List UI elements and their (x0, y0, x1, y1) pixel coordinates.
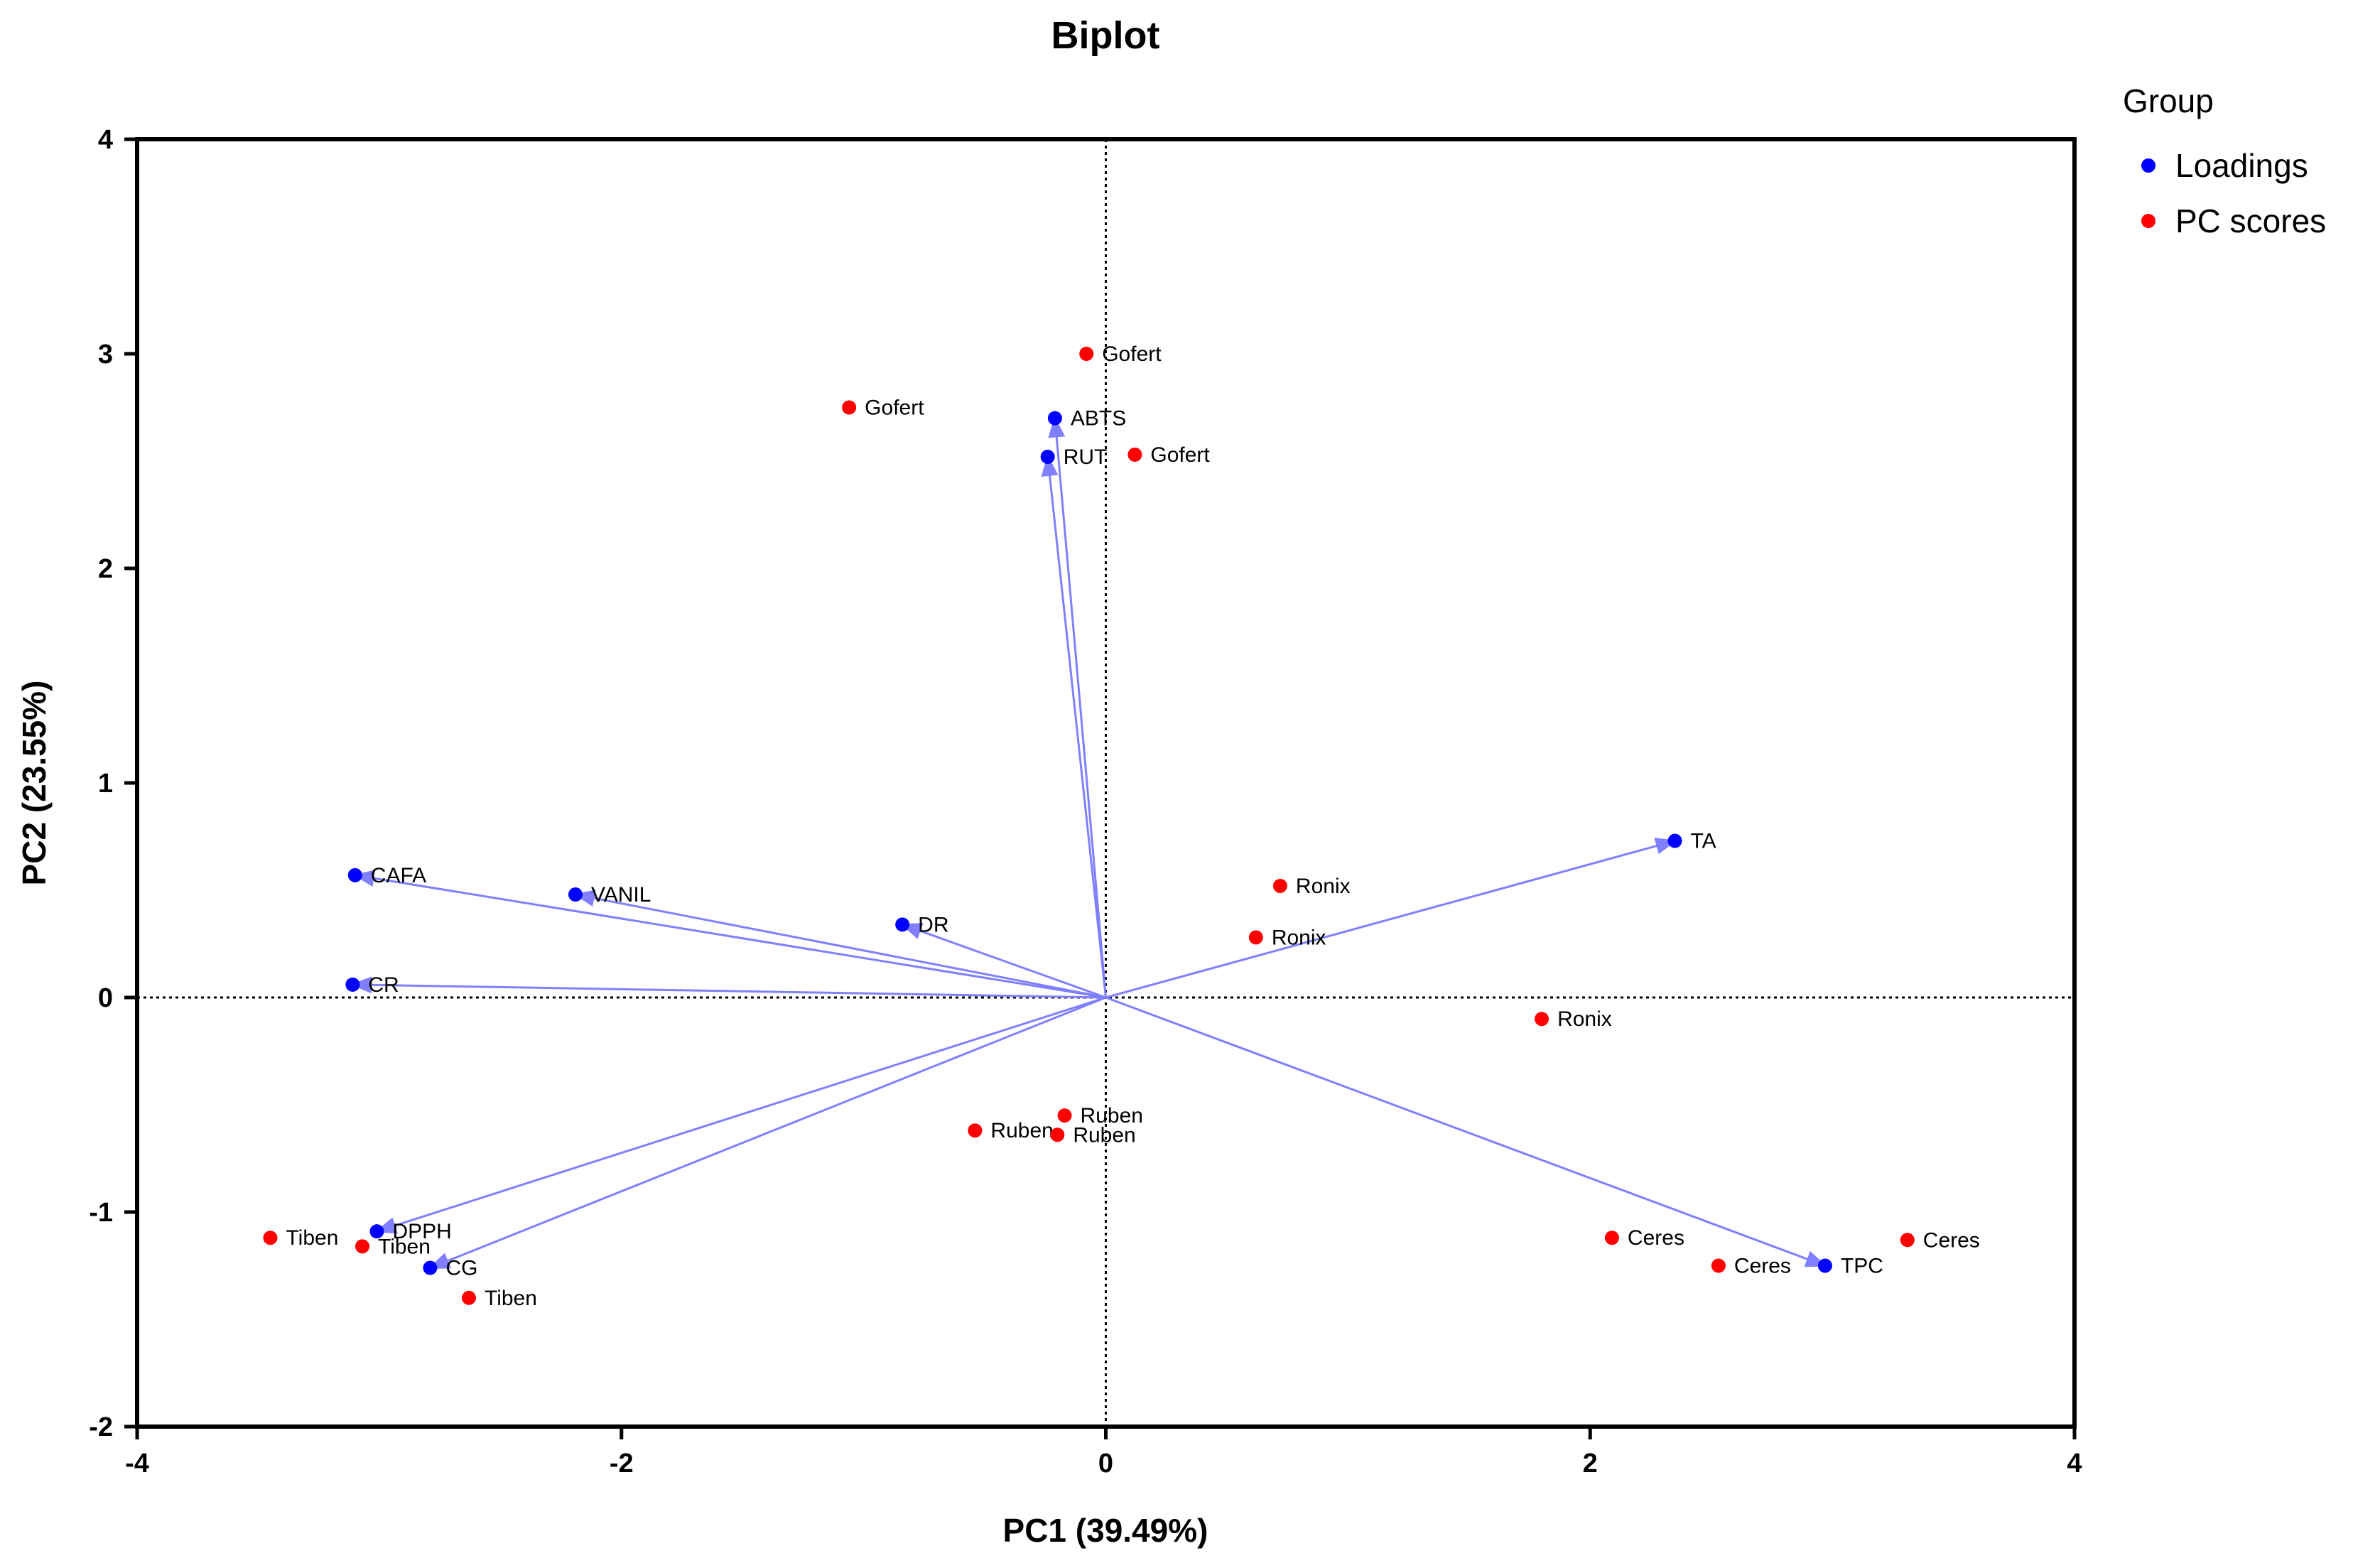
legend-label-loadings: Loadings (2175, 147, 2308, 184)
loadings-label-rut-1: RUT (1064, 445, 1108, 469)
pc-scores-point-tiben-9 (263, 1231, 278, 1245)
pc-scores-label-ronix-4: Ronix (1272, 926, 1326, 949)
pc-scores-point-ronix-3 (1272, 878, 1287, 893)
pc-scores-point-ruben-8 (1050, 1128, 1065, 1142)
x-axis: -4 -2 0 2 4 (125, 1427, 2082, 1478)
loadings-point-vanil-4 (568, 887, 583, 902)
pc-scores-label-gofert-0: Gofert (1102, 342, 1162, 366)
y-axis-title: PC2 (23.55%) (16, 681, 53, 886)
pc-scores-point-gofert-1 (842, 400, 857, 415)
pc-scores-point-ronix-5 (1535, 1012, 1549, 1027)
chart-title: Biplot (1051, 14, 1160, 57)
y-tick-label: -1 (89, 1198, 113, 1228)
pc-scores-label-gofert-1: Gofert (865, 396, 924, 420)
loading-arrow-cr (350, 976, 1106, 999)
pc-scores-label-ronix-3: Ronix (1296, 875, 1351, 898)
loading-arrow-dpph (374, 996, 1106, 1234)
x-tick-label: 0 (1098, 1449, 1113, 1478)
plot-area: ABTS RUT TA CAFA VANIL DR CR DPPH CG TPC Gofert Gof… (137, 139, 2075, 1427)
loadings-point-rut-1 (1040, 449, 1055, 464)
pc-scores-label-ceres-14: Ceres (1734, 1255, 1791, 1278)
loadings-point-cafa-3 (347, 867, 362, 882)
y-tick-label: 2 (98, 554, 113, 584)
legend-marker-loadings (2141, 158, 2155, 173)
pc-scores-label-ruben-7: Ruben (990, 1119, 1053, 1142)
x-axis-title: PC1 (39.49%) (1003, 1512, 1208, 1549)
loadings-label-ta-2: TA (1691, 830, 1716, 853)
pc-scores-point-tiben-11 (461, 1290, 476, 1305)
y-tick-label: 1 (98, 769, 113, 799)
pc-scores-label-ronix-5: Ronix (1557, 1007, 1612, 1031)
legend-marker-pc-scores (2141, 214, 2155, 228)
loadings-point-cr-6 (345, 977, 360, 992)
pc-scores-point-gofert-2 (1127, 447, 1142, 462)
x-tick-label: 4 (2067, 1449, 2082, 1478)
loading-arrow-ta (1105, 838, 1677, 999)
loadings-label-cafa-3: CAFA (371, 864, 426, 887)
loadings-label-cr-6: CR (368, 973, 399, 997)
x-tick-label: -4 (125, 1449, 149, 1478)
legend-title: Group (2123, 82, 2214, 119)
loading-arrow-cafa (352, 870, 1106, 999)
pc-scores-point-ceres-14 (1711, 1258, 1726, 1273)
y-tick-label: 3 (98, 340, 113, 369)
pc-scores-point-ceres-13 (1900, 1233, 1915, 1248)
pc-scores-label-gofert-2: Gofert (1150, 443, 1210, 467)
loadings-point-abts-0 (1047, 411, 1062, 426)
loadings-point-ta-2 (1667, 833, 1682, 848)
pc-scores-point-gofert-0 (1079, 347, 1094, 361)
y-tick-label: -2 (89, 1412, 113, 1442)
loadings-point-dr-5 (895, 917, 910, 932)
loadings-label-cg-8: CG (445, 1257, 477, 1280)
loading-arrow-dr (900, 923, 1107, 999)
pc-scores-point-ruben-6 (1057, 1108, 1072, 1123)
pc-scores-point-tiben-10 (355, 1239, 370, 1254)
x-tick-label: 2 (1583, 1449, 1598, 1478)
y-tick-label: 0 (98, 983, 113, 1013)
loading-arrow-vanil (573, 890, 1106, 999)
loading-arrow-abts (1048, 416, 1107, 998)
loadings-point-cg-8 (423, 1260, 438, 1275)
legend: Group Loadings PC scores (2123, 82, 2326, 239)
loading-arrow-tpc (1105, 996, 1827, 1267)
pc-scores-label-tiben-10: Tiben (378, 1235, 431, 1258)
legend-label-pc-scores: PC scores (2175, 202, 2326, 239)
pc-scores-label-ruben-6: Ruben (1081, 1104, 1143, 1128)
pc-scores-point-ronix-4 (1248, 930, 1263, 945)
loadings-point-tpc-9 (1817, 1258, 1832, 1273)
y-tick-label: 4 (98, 125, 113, 155)
pc-scores-label-tiben-11: Tiben (485, 1287, 537, 1310)
loading-arrow-cg (428, 996, 1107, 1269)
loadings-label-tpc-9: TPC (1841, 1255, 1883, 1278)
loadings-label-dr-5: DR (918, 913, 948, 936)
loadings-label-dpph-7: DPPH (392, 1220, 451, 1243)
pc-scores-point-ceres-12 (1604, 1231, 1619, 1245)
loading-arrow-rut (1041, 454, 1107, 998)
pc-scores-point-ruben-7 (968, 1123, 983, 1138)
loadings-label-vanil-4: VANIL (591, 883, 651, 907)
loadings-label-abts-0: ABTS (1071, 407, 1126, 431)
pc-scores-label-ceres-12: Ceres (1628, 1226, 1684, 1250)
pc-scores-label-ruben-8: Ruben (1073, 1123, 1135, 1147)
pc-scores-label-tiben-9: Tiben (286, 1226, 338, 1250)
x-tick-label: -2 (610, 1449, 634, 1478)
y-axis: -2 -1 0 1 2 3 4 (89, 125, 137, 1442)
pc-scores-label-ceres-13: Ceres (1923, 1228, 1980, 1252)
loadings-point-dpph-7 (369, 1224, 384, 1239)
